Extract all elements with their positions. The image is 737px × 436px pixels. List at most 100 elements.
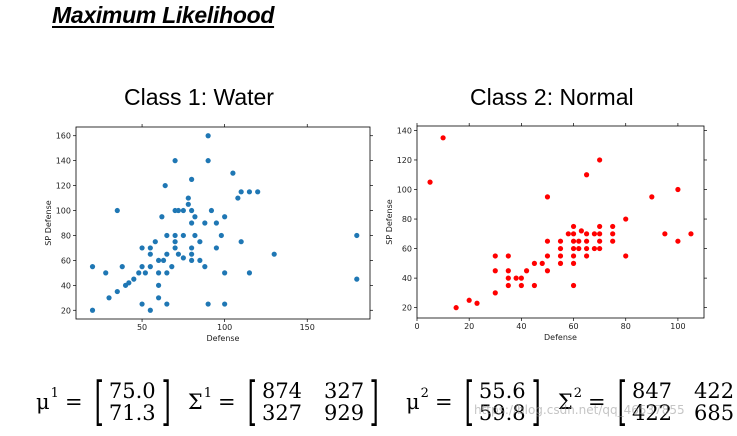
- data-point: [213, 220, 219, 226]
- x-tick-label: 100: [217, 323, 232, 332]
- data-point: [238, 189, 244, 195]
- y-tick-label: 80: [402, 215, 412, 224]
- data-point: [147, 264, 153, 270]
- data-point: [164, 270, 170, 276]
- data-point: [139, 301, 145, 307]
- y-tick-label: 60: [402, 245, 412, 254]
- data-point: [222, 270, 228, 276]
- data-point: [202, 220, 208, 226]
- cov-value: 327: [261, 401, 303, 425]
- data-point: [440, 135, 446, 141]
- data-point: [114, 207, 120, 214]
- data-point: [623, 253, 629, 259]
- data-point: [576, 245, 582, 252]
- mean-vector-normal: 55.6 59.8: [479, 380, 526, 424]
- mean-value: 71.3: [108, 401, 156, 425]
- data-point: [114, 288, 120, 295]
- data-point: [518, 275, 524, 281]
- data-point: [136, 270, 142, 276]
- data-point: [185, 201, 191, 207]
- data-point: [103, 270, 109, 276]
- data-point: [147, 251, 153, 257]
- data-point: [610, 231, 616, 237]
- data-point: [175, 207, 182, 214]
- data-point: [623, 216, 629, 222]
- y-tick-label: 120: [56, 182, 71, 191]
- data-point: [570, 238, 577, 244]
- x-tick-label: 60: [568, 322, 578, 331]
- data-point: [570, 282, 577, 289]
- data-point: [164, 232, 170, 239]
- data-point: [131, 276, 137, 282]
- data-point: [675, 238, 681, 244]
- data-point: [518, 282, 524, 289]
- data-point: [222, 214, 228, 220]
- data-point: [180, 255, 186, 261]
- data-point: [539, 260, 545, 266]
- y-tick-label: 120: [397, 156, 412, 165]
- data-point: [610, 223, 616, 230]
- data-point: [175, 251, 182, 257]
- y-tick-label: 160: [56, 132, 71, 141]
- data-point: [505, 282, 511, 289]
- y-tick-label: 60: [61, 256, 71, 265]
- data-point: [106, 295, 112, 301]
- data-point: [271, 251, 277, 257]
- chart-title-normal: Class 2: Normal: [470, 84, 634, 110]
- cov-value: 847: [631, 379, 673, 403]
- data-point: [172, 239, 178, 245]
- data-point: [213, 245, 219, 251]
- bracket-open: [: [464, 372, 474, 432]
- y-tick-label: 40: [61, 281, 71, 290]
- bracket-open: [: [94, 372, 104, 432]
- data-point: [159, 214, 165, 220]
- data-point: [197, 257, 203, 264]
- data-point: [544, 194, 551, 200]
- data-point: [531, 260, 538, 266]
- y-axis-label: SP Defense: [44, 200, 53, 246]
- data-point: [180, 207, 186, 214]
- data-point: [185, 195, 191, 201]
- cov-value: 422: [694, 379, 735, 403]
- data-point: [597, 238, 603, 244]
- mean-value: 59.8: [478, 401, 526, 425]
- data-point: [544, 268, 551, 274]
- data-point: [147, 307, 153, 313]
- data-point: [492, 290, 498, 296]
- slide-title: Maximum Likelihood: [52, 2, 275, 28]
- data-point: [197, 239, 203, 245]
- data-point: [235, 195, 241, 201]
- cov-value: 327: [324, 379, 365, 403]
- data-point: [192, 214, 198, 220]
- equals-sign: =: [218, 390, 236, 414]
- data-point: [583, 231, 590, 237]
- x-axis-label: Defense: [544, 333, 577, 342]
- covariance-matrix-water: 874 327 327 929: [262, 380, 364, 424]
- chart-title-water: Class 1: Water: [124, 84, 274, 110]
- data-point: [591, 231, 598, 237]
- data-point: [583, 238, 590, 244]
- data-point: [230, 170, 236, 176]
- data-point: [89, 307, 96, 313]
- data-point: [218, 232, 224, 239]
- data-point: [89, 264, 96, 270]
- data-point: [649, 194, 655, 200]
- data-point: [570, 253, 577, 259]
- equals-sign: =: [64, 390, 83, 414]
- y-tick-label: 140: [397, 126, 412, 135]
- bracket-open: [: [617, 372, 627, 432]
- data-point: [513, 275, 519, 281]
- data-point: [544, 253, 551, 259]
- cov-value: 685: [694, 401, 735, 425]
- data-point: [597, 223, 603, 230]
- data-point: [597, 157, 603, 163]
- y-tick-label: 100: [397, 186, 412, 195]
- data-point: [169, 264, 175, 270]
- data-point: [557, 253, 564, 259]
